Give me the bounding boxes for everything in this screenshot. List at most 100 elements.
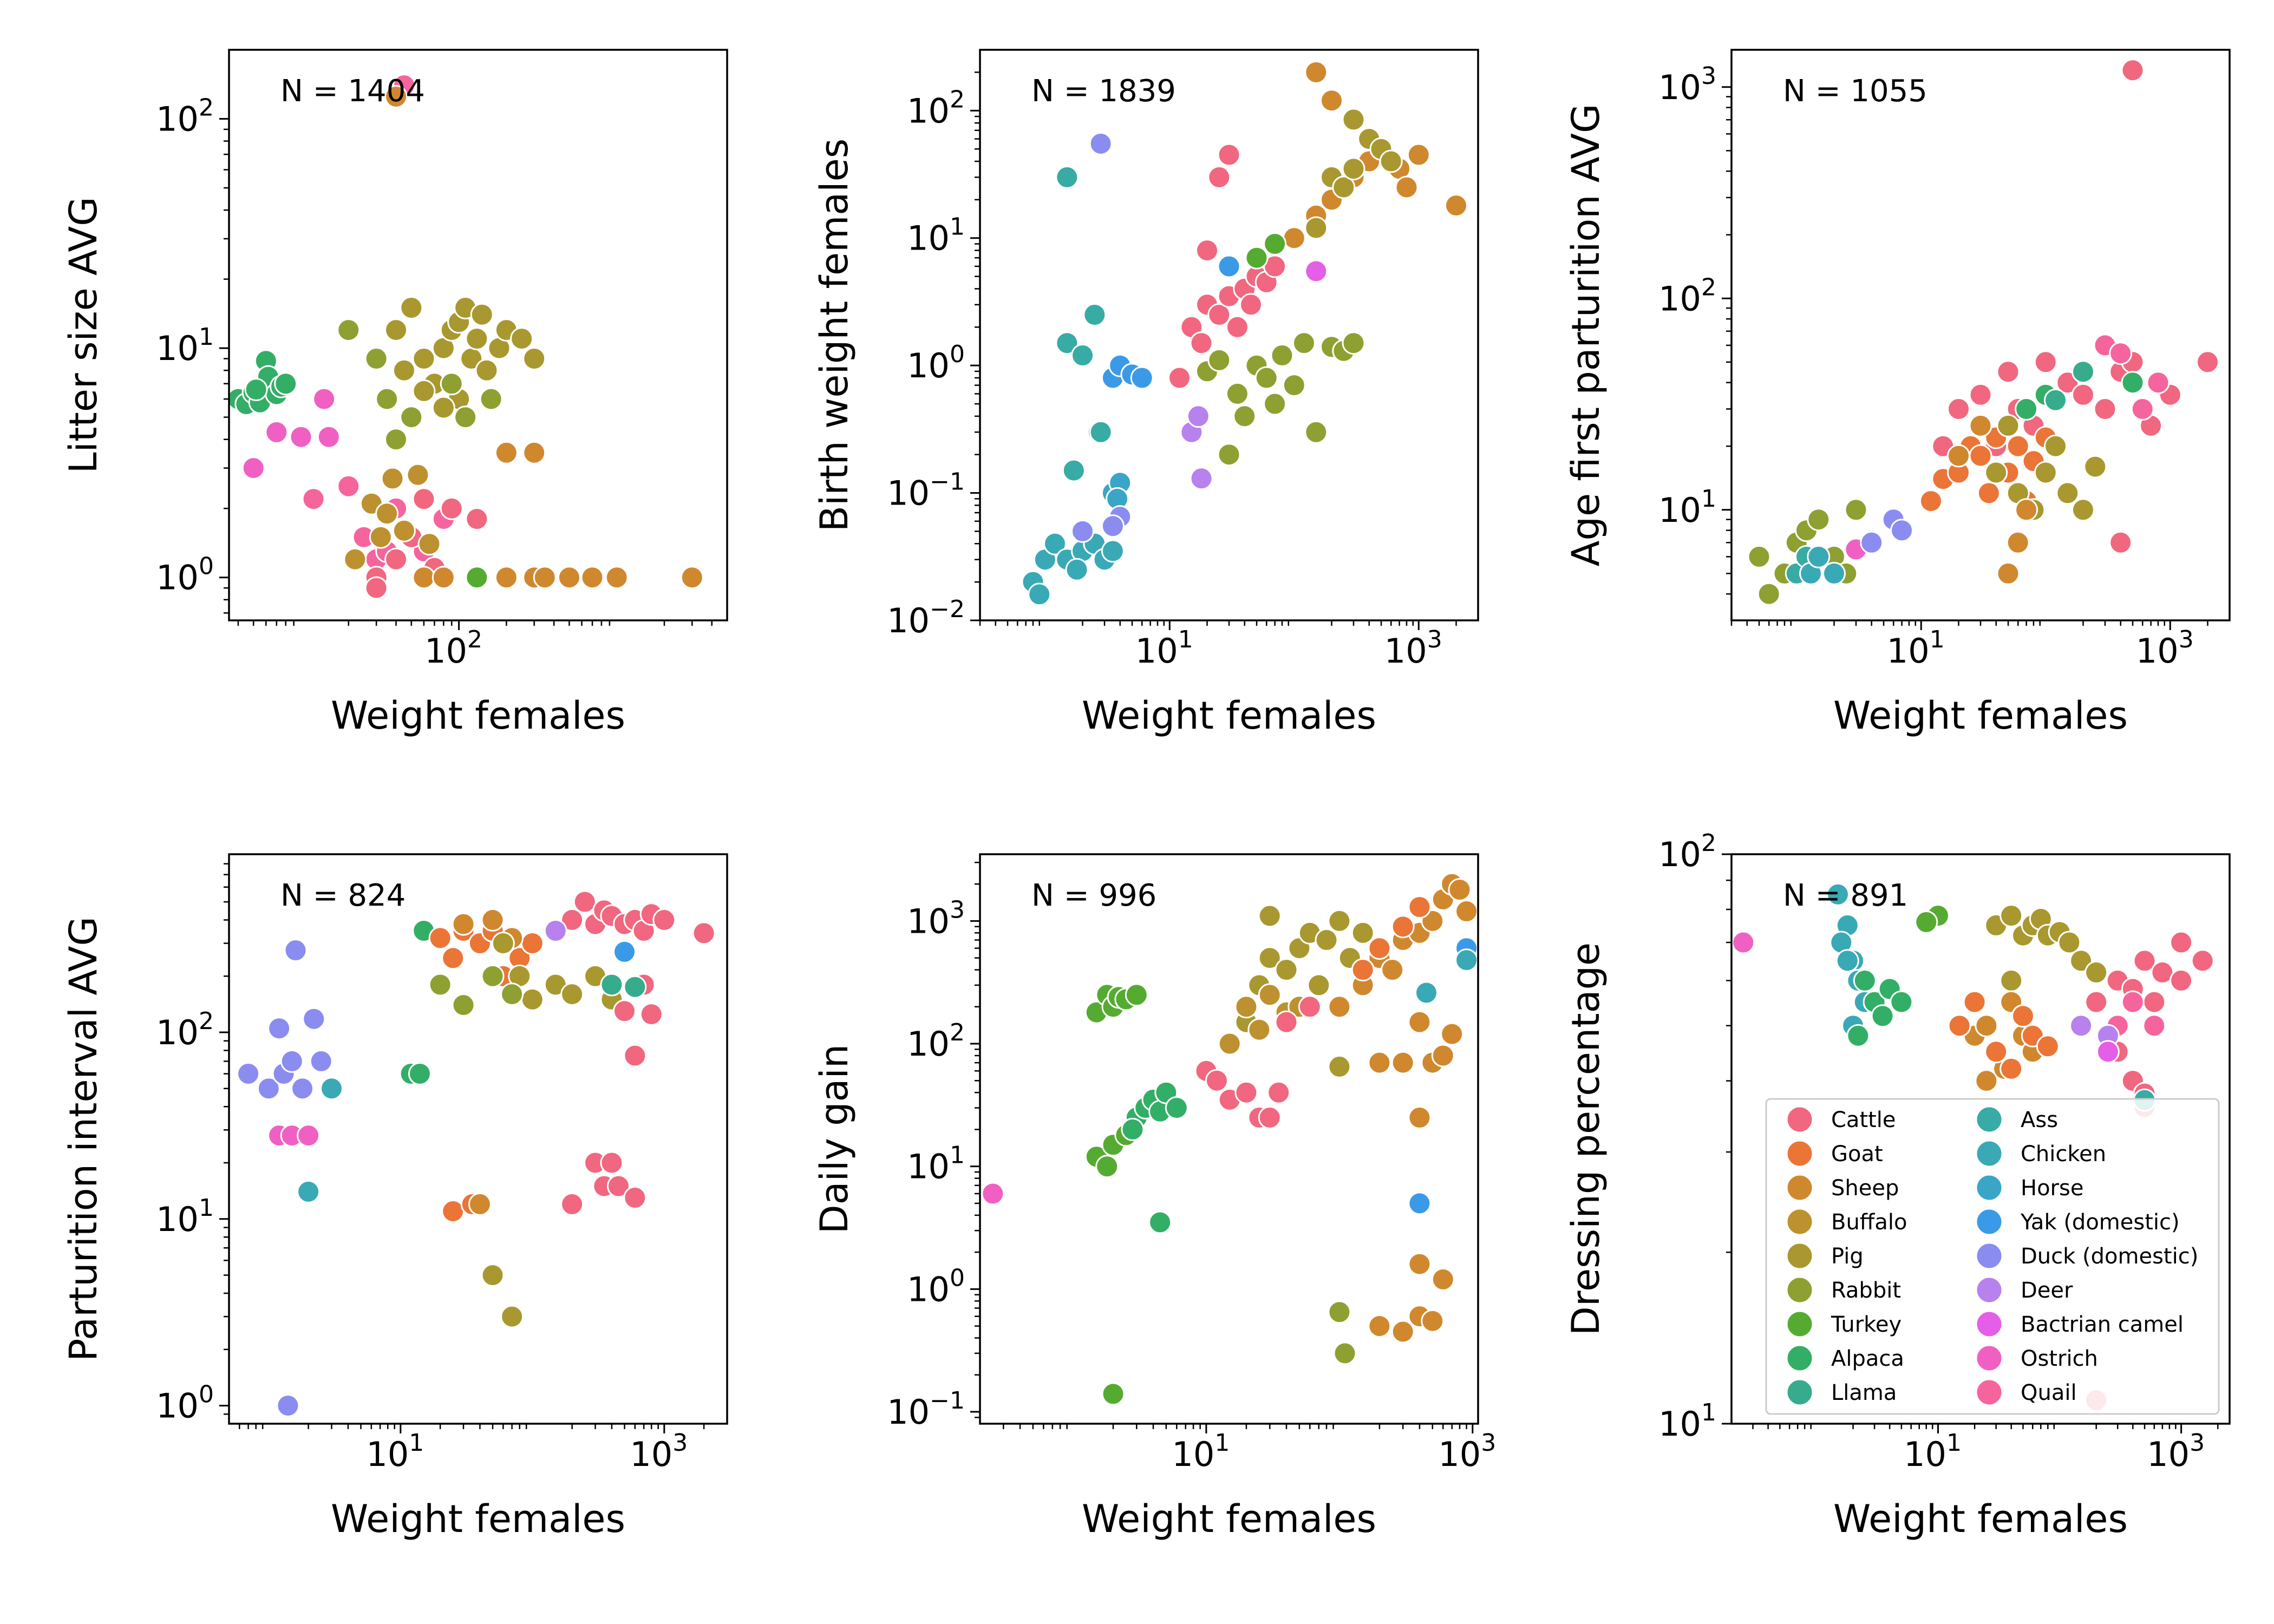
data-point-quail — [2109, 342, 2133, 365]
data-point-sheep — [533, 566, 557, 590]
y-tick-label: 100 — [907, 340, 965, 385]
sample-size-annotation: N = 1404 — [280, 74, 425, 109]
data-point-rabbit — [481, 964, 505, 988]
data-point-pig — [1328, 909, 1351, 933]
sample-size-annotation: N = 996 — [1031, 878, 1156, 913]
data-point-turkey — [465, 566, 489, 590]
data-point-ass — [1055, 165, 1079, 189]
data-point-goat — [441, 946, 465, 970]
data-point-cattle — [2170, 968, 2193, 992]
data-point-goat — [1963, 990, 1987, 1014]
data-point-ostrich — [297, 1124, 321, 1148]
data-point-duck-domestic- — [1101, 514, 1125, 538]
data-point-sheep — [1975, 1014, 1998, 1038]
data-point-pig — [2057, 931, 2081, 954]
legend-label: Buffalo — [1831, 1210, 1907, 1235]
data-point-cattle — [692, 921, 716, 945]
data-point-duck-domestic- — [1089, 132, 1113, 155]
sample-size-annotation: N = 1839 — [1031, 74, 1176, 109]
legend-label: Deer — [2021, 1278, 2073, 1303]
data-point-duck-domestic- — [284, 939, 308, 962]
data-point-rabbit — [1304, 420, 1328, 444]
data-point-pig — [1342, 108, 1365, 132]
data-point-yak-domestic- — [613, 940, 636, 964]
data-point-buffalo — [381, 467, 404, 490]
data-point-duck-domestic- — [302, 1007, 326, 1031]
data-point-buffalo — [343, 547, 367, 571]
data-point-sheep — [605, 566, 629, 590]
legend-marker — [1786, 1242, 1814, 1270]
data-point-sheep — [481, 908, 505, 932]
data-point-duck-domestic- — [291, 1077, 314, 1101]
data-point-cattle — [364, 576, 388, 600]
data-point-pig — [2084, 960, 2108, 984]
data-point-cattle — [1298, 995, 1322, 1019]
data-point-deer — [1186, 404, 1210, 428]
sample-size-annotation: N = 891 — [1783, 878, 1908, 913]
data-point-cattle — [1275, 1010, 1298, 1034]
data-point-chicken — [1807, 545, 1831, 568]
data-point-sheep — [1408, 1252, 1432, 1276]
data-point-chicken — [1028, 582, 1051, 606]
legend-label: Horse — [2021, 1176, 2083, 1201]
data-point-rabbit — [500, 983, 524, 1006]
data-point-pig — [2034, 461, 2057, 484]
data-point-cattle — [623, 1044, 647, 1068]
data-point-rabbit — [337, 318, 361, 342]
legend-label: Cattle — [1831, 1108, 1896, 1132]
legend-label: Ostrich — [2021, 1346, 2098, 1371]
data-point-pig — [465, 327, 489, 351]
data-point-rabbit — [1757, 582, 1781, 606]
legend-label: Turkey — [1831, 1312, 1901, 1337]
data-point-pig — [1304, 216, 1328, 240]
data-point-goat — [1984, 1040, 2008, 1064]
data-point-goat — [428, 926, 452, 950]
data-point-pig — [470, 303, 494, 326]
legend-marker — [1975, 1378, 2003, 1406]
data-point-rabbit — [1328, 1300, 1351, 1324]
data-point-ass — [1062, 459, 1086, 482]
legend-marker — [1786, 1105, 1814, 1134]
data-point-deer — [544, 919, 567, 942]
data-point-goat — [2011, 1004, 2035, 1028]
data-point-turkey — [1914, 910, 1938, 934]
data-point-goat — [1977, 481, 2001, 505]
data-point-sheep — [1421, 1309, 1445, 1333]
data-point-chicken — [1415, 981, 1438, 1005]
data-point-alpaca — [1890, 990, 1913, 1014]
legend-label: Alpaca — [1831, 1346, 1904, 1371]
data-point-sheep — [557, 566, 581, 590]
data-point-alpaca — [1871, 1004, 1894, 1028]
data-point-ostrich — [289, 425, 313, 449]
data-point-alpaca — [1853, 968, 1877, 992]
data-point-ass — [1071, 344, 1094, 367]
points-group — [1731, 882, 2214, 1412]
data-point-alpaca — [244, 378, 268, 402]
data-point-cattle — [2034, 350, 2057, 374]
data-point-yak-domestic- — [1408, 1191, 1432, 1215]
data-point-sheep — [1996, 561, 2020, 585]
data-point-pig — [1984, 461, 2008, 484]
data-point-cattle — [1258, 1106, 1282, 1129]
data-point-buffalo — [406, 463, 430, 487]
data-point-deer — [1190, 467, 1213, 490]
data-point-alpaca — [408, 1062, 432, 1085]
data-point-pig — [475, 358, 499, 382]
data-point-chicken — [1822, 561, 1846, 585]
data-point-buffalo — [1247, 1018, 1271, 1042]
x-tick-label: 101 — [1172, 1429, 1230, 1474]
data-point-pig — [1379, 149, 1403, 173]
data-point-cattle — [600, 1151, 624, 1175]
data-point-rabbit — [1342, 331, 1365, 355]
sample-size-annotation: N = 824 — [280, 878, 406, 913]
data-point-pig — [1258, 946, 1282, 970]
data-point-duck-domestic- — [276, 1394, 300, 1418]
y-axis-label: Litter size AVG — [61, 197, 106, 474]
data-point-cattle — [2121, 58, 2145, 82]
data-point-pig — [400, 296, 423, 319]
data-point-pig — [2083, 455, 2107, 479]
data-point-ass — [1083, 303, 1107, 326]
